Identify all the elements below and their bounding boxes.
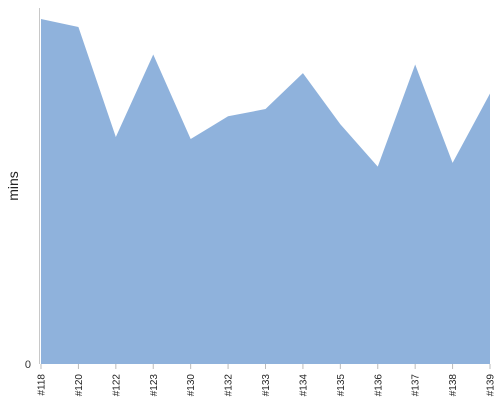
y-ticks: 0 [25,359,31,371]
x-ticks: #118 #120 #122 #123 #130 #132 #133 #134 #135 #136… [37,364,497,396]
series-area [41,19,490,364]
x-tick-label: #139 [486,374,497,397]
x-tick-label: #134 [298,374,309,397]
x-tick-label: #138 [448,374,459,397]
x-tick-label: #123 [149,374,160,397]
x-tick-label: #136 [373,374,384,397]
y-tick-label: 0 [25,359,31,371]
x-tick-label: #118 [37,374,48,396]
x-tick-label: #135 [336,374,347,397]
x-tick-label: #133 [261,374,272,397]
x-tick-label: #137 [411,374,422,397]
x-tick-label: #130 [186,374,197,397]
x-tick-label: #132 [224,374,235,397]
y-axis-title: mins [5,171,21,201]
area-layer [41,19,490,364]
x-tick-label: #120 [74,374,85,397]
x-tick-label: #122 [111,374,122,397]
